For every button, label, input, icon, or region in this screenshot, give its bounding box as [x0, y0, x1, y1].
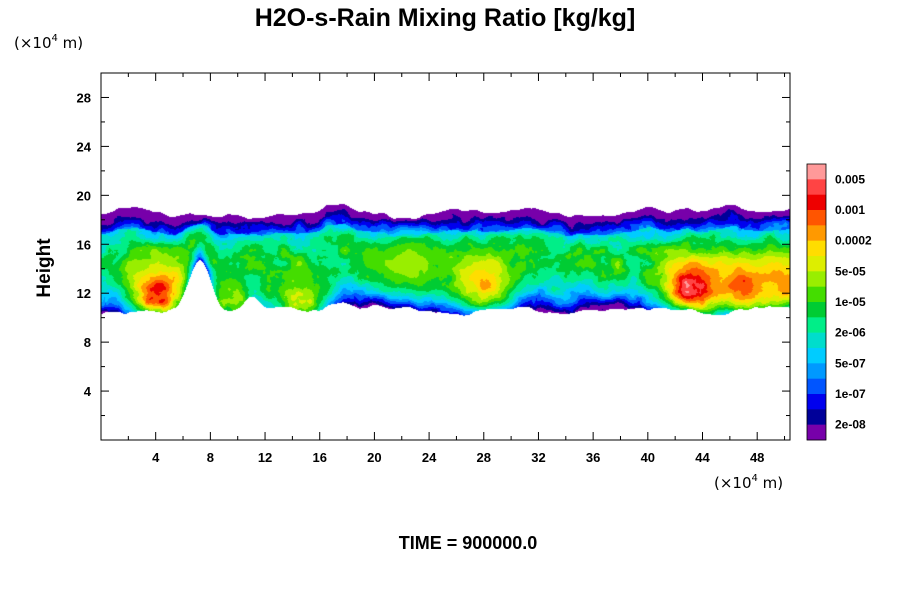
colorbar-swatch — [807, 271, 826, 287]
x-tick-label: 4 — [152, 450, 160, 465]
y-tick-label: 24 — [77, 139, 92, 154]
y-tick-label: 28 — [77, 90, 91, 105]
colorbar-label: 1e-05 — [835, 295, 866, 309]
colorbar-label: 0.005 — [835, 172, 865, 186]
colorbar-swatch — [807, 424, 826, 441]
colorbar-swatch — [807, 286, 826, 303]
x-tick-label: 12 — [258, 450, 272, 465]
y-axis-unit: (×104 m) — [14, 33, 83, 52]
colorbar-swatch — [807, 179, 826, 195]
colorbar-swatch — [807, 317, 826, 333]
y-tick-label: 16 — [77, 237, 91, 252]
colorbar-swatch — [807, 256, 826, 272]
plot-frame — [100, 72, 791, 441]
colorbar: 0.005 0.001 0.0002 5e-05 1e-05 2e-06 5e-07 1e-0… — [806, 163, 872, 441]
y-tick-label: 4 — [84, 384, 92, 399]
colorbar-swatch — [807, 194, 826, 211]
colorbar-label: 0.0002 — [835, 234, 872, 248]
colorbar-swatch — [807, 225, 826, 241]
colorbar-label: 2e-06 — [835, 326, 866, 340]
colorbar-swatch — [807, 409, 826, 425]
colorbar-swatch — [807, 332, 826, 349]
x-tick-label: 32 — [531, 450, 545, 465]
x-tick-label: 36 — [586, 450, 600, 465]
colorbar-swatch — [807, 363, 826, 379]
colorbar-label: 2e-08 — [835, 418, 866, 432]
colorbar-label: 5e-05 — [835, 264, 866, 278]
x-tick-label: 48 — [750, 450, 764, 465]
y-tick-label: 12 — [77, 286, 91, 301]
time-label: TIME = 900000.0 — [399, 533, 538, 553]
x-tick-label: 20 — [367, 450, 381, 465]
colorbar-swatch — [807, 210, 826, 226]
x-tick-label: 8 — [207, 450, 214, 465]
x-axis-unit: (×104 m) — [714, 473, 783, 492]
x-tick-label: 16 — [312, 450, 326, 465]
colorbar-label: 1e-07 — [835, 387, 866, 401]
y-tick-label: 8 — [84, 335, 91, 350]
x-tick-label: 28 — [477, 450, 491, 465]
colorbar-label: 5e-07 — [835, 356, 866, 370]
y-tick-label: 20 — [77, 188, 91, 203]
colorbar-frame — [806, 163, 827, 441]
colorbar-label: 0.001 — [835, 203, 865, 217]
mixing-ratio-field — [101, 73, 790, 440]
colorbar-swatch — [807, 394, 826, 410]
x-tick-label: 24 — [422, 450, 437, 465]
colorbar-swatch — [807, 164, 826, 180]
colorbar-swatch — [807, 302, 826, 318]
y-axis-label: Height — [34, 238, 55, 298]
x-tick-label: 40 — [641, 450, 655, 465]
colorbar-swatch — [807, 348, 826, 364]
chart-title: H2O-s-Rain Mixing Ratio [kg/kg] — [255, 4, 636, 32]
x-tick-label: 44 — [695, 450, 710, 465]
colorbar-swatch — [807, 378, 826, 395]
colorbar-swatch — [807, 240, 826, 257]
mixing-ratio-raster — [101, 73, 790, 440]
